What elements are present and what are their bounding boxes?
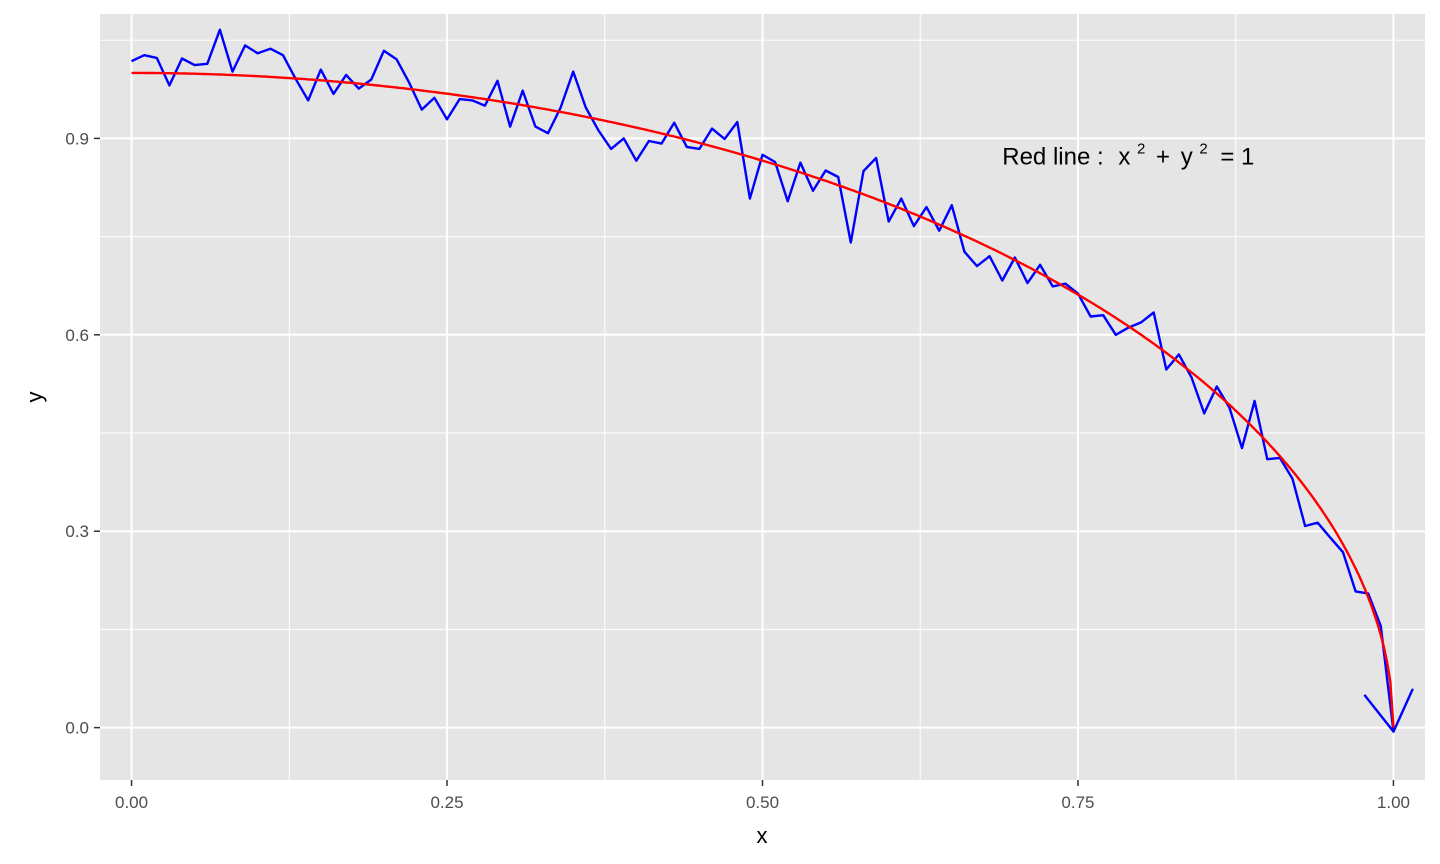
series-line-unit-circle: [131, 71, 1395, 728]
y-tick-label: 0.0: [65, 719, 89, 738]
x-axis-title: x: [757, 823, 768, 848]
annotation-exp2: 2: [1199, 141, 1207, 158]
annotation-x-var: x: [1118, 144, 1130, 171]
x-axis-ticks: 0.00 0.25 0.50 0.75 1.00: [115, 780, 1410, 812]
annotation-plus: +: [1156, 144, 1170, 171]
annotation-y-var: y: [1181, 144, 1193, 171]
annotation-prefix: Red line :: [1002, 144, 1103, 171]
x-tick-label: 1.00: [1377, 793, 1410, 812]
y-axis-ticks: 0.0 0.3 0.6 0.9: [65, 129, 100, 738]
equation-annotation: Red line : x 2 + y 2 = 1: [1002, 133, 1254, 171]
y-tick-label: 0.3: [65, 522, 89, 541]
y-axis-title: y: [22, 392, 47, 403]
x-tick-label: 0.00: [115, 793, 148, 812]
series-layer: [130, 28, 1414, 733]
y-tick-label: 0.6: [65, 326, 89, 345]
annotation-exp1: 2: [1137, 141, 1145, 158]
x-tick-label: 0.25: [430, 793, 463, 812]
y-tick-label: 0.9: [65, 129, 89, 148]
grid-major: [100, 14, 1425, 780]
x-tick-label: 0.75: [1061, 793, 1094, 812]
annotation-equals-one: = 1: [1220, 144, 1254, 171]
x-tick-label: 0.50: [746, 793, 779, 812]
